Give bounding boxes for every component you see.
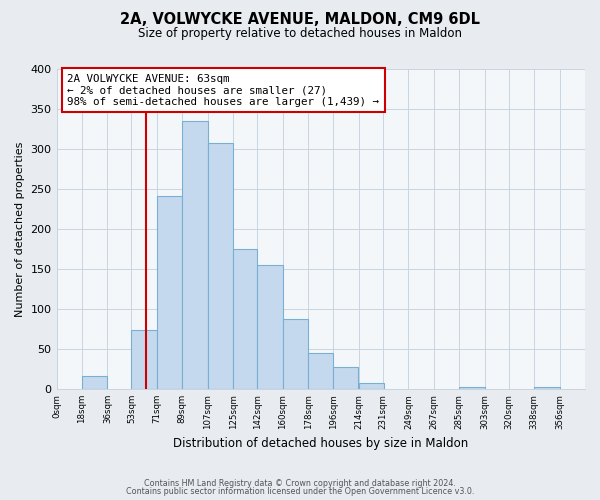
Bar: [459, 388, 485, 389]
Bar: [157, 196, 182, 389]
Bar: [334, 366, 358, 389]
Y-axis label: Number of detached properties: Number of detached properties: [15, 142, 25, 316]
Bar: [82, 376, 107, 389]
Bar: [182, 121, 208, 389]
Bar: [283, 318, 308, 389]
Text: Contains public sector information licensed under the Open Government Licence v3: Contains public sector information licen…: [126, 487, 474, 496]
Bar: [534, 388, 560, 389]
Bar: [359, 382, 385, 389]
Text: Size of property relative to detached houses in Maldon: Size of property relative to detached ho…: [138, 28, 462, 40]
Bar: [131, 330, 157, 389]
Bar: [233, 249, 257, 389]
X-axis label: Distribution of detached houses by size in Maldon: Distribution of detached houses by size …: [173, 437, 469, 450]
Text: 2A, VOLWYCKE AVENUE, MALDON, CM9 6DL: 2A, VOLWYCKE AVENUE, MALDON, CM9 6DL: [120, 12, 480, 28]
Bar: [308, 353, 334, 389]
Bar: [208, 144, 233, 389]
Text: 2A VOLWYCKE AVENUE: 63sqm
← 2% of detached houses are smaller (27)
98% of semi-d: 2A VOLWYCKE AVENUE: 63sqm ← 2% of detach…: [67, 74, 379, 107]
Text: Contains HM Land Registry data © Crown copyright and database right 2024.: Contains HM Land Registry data © Crown c…: [144, 478, 456, 488]
Bar: [257, 265, 283, 389]
